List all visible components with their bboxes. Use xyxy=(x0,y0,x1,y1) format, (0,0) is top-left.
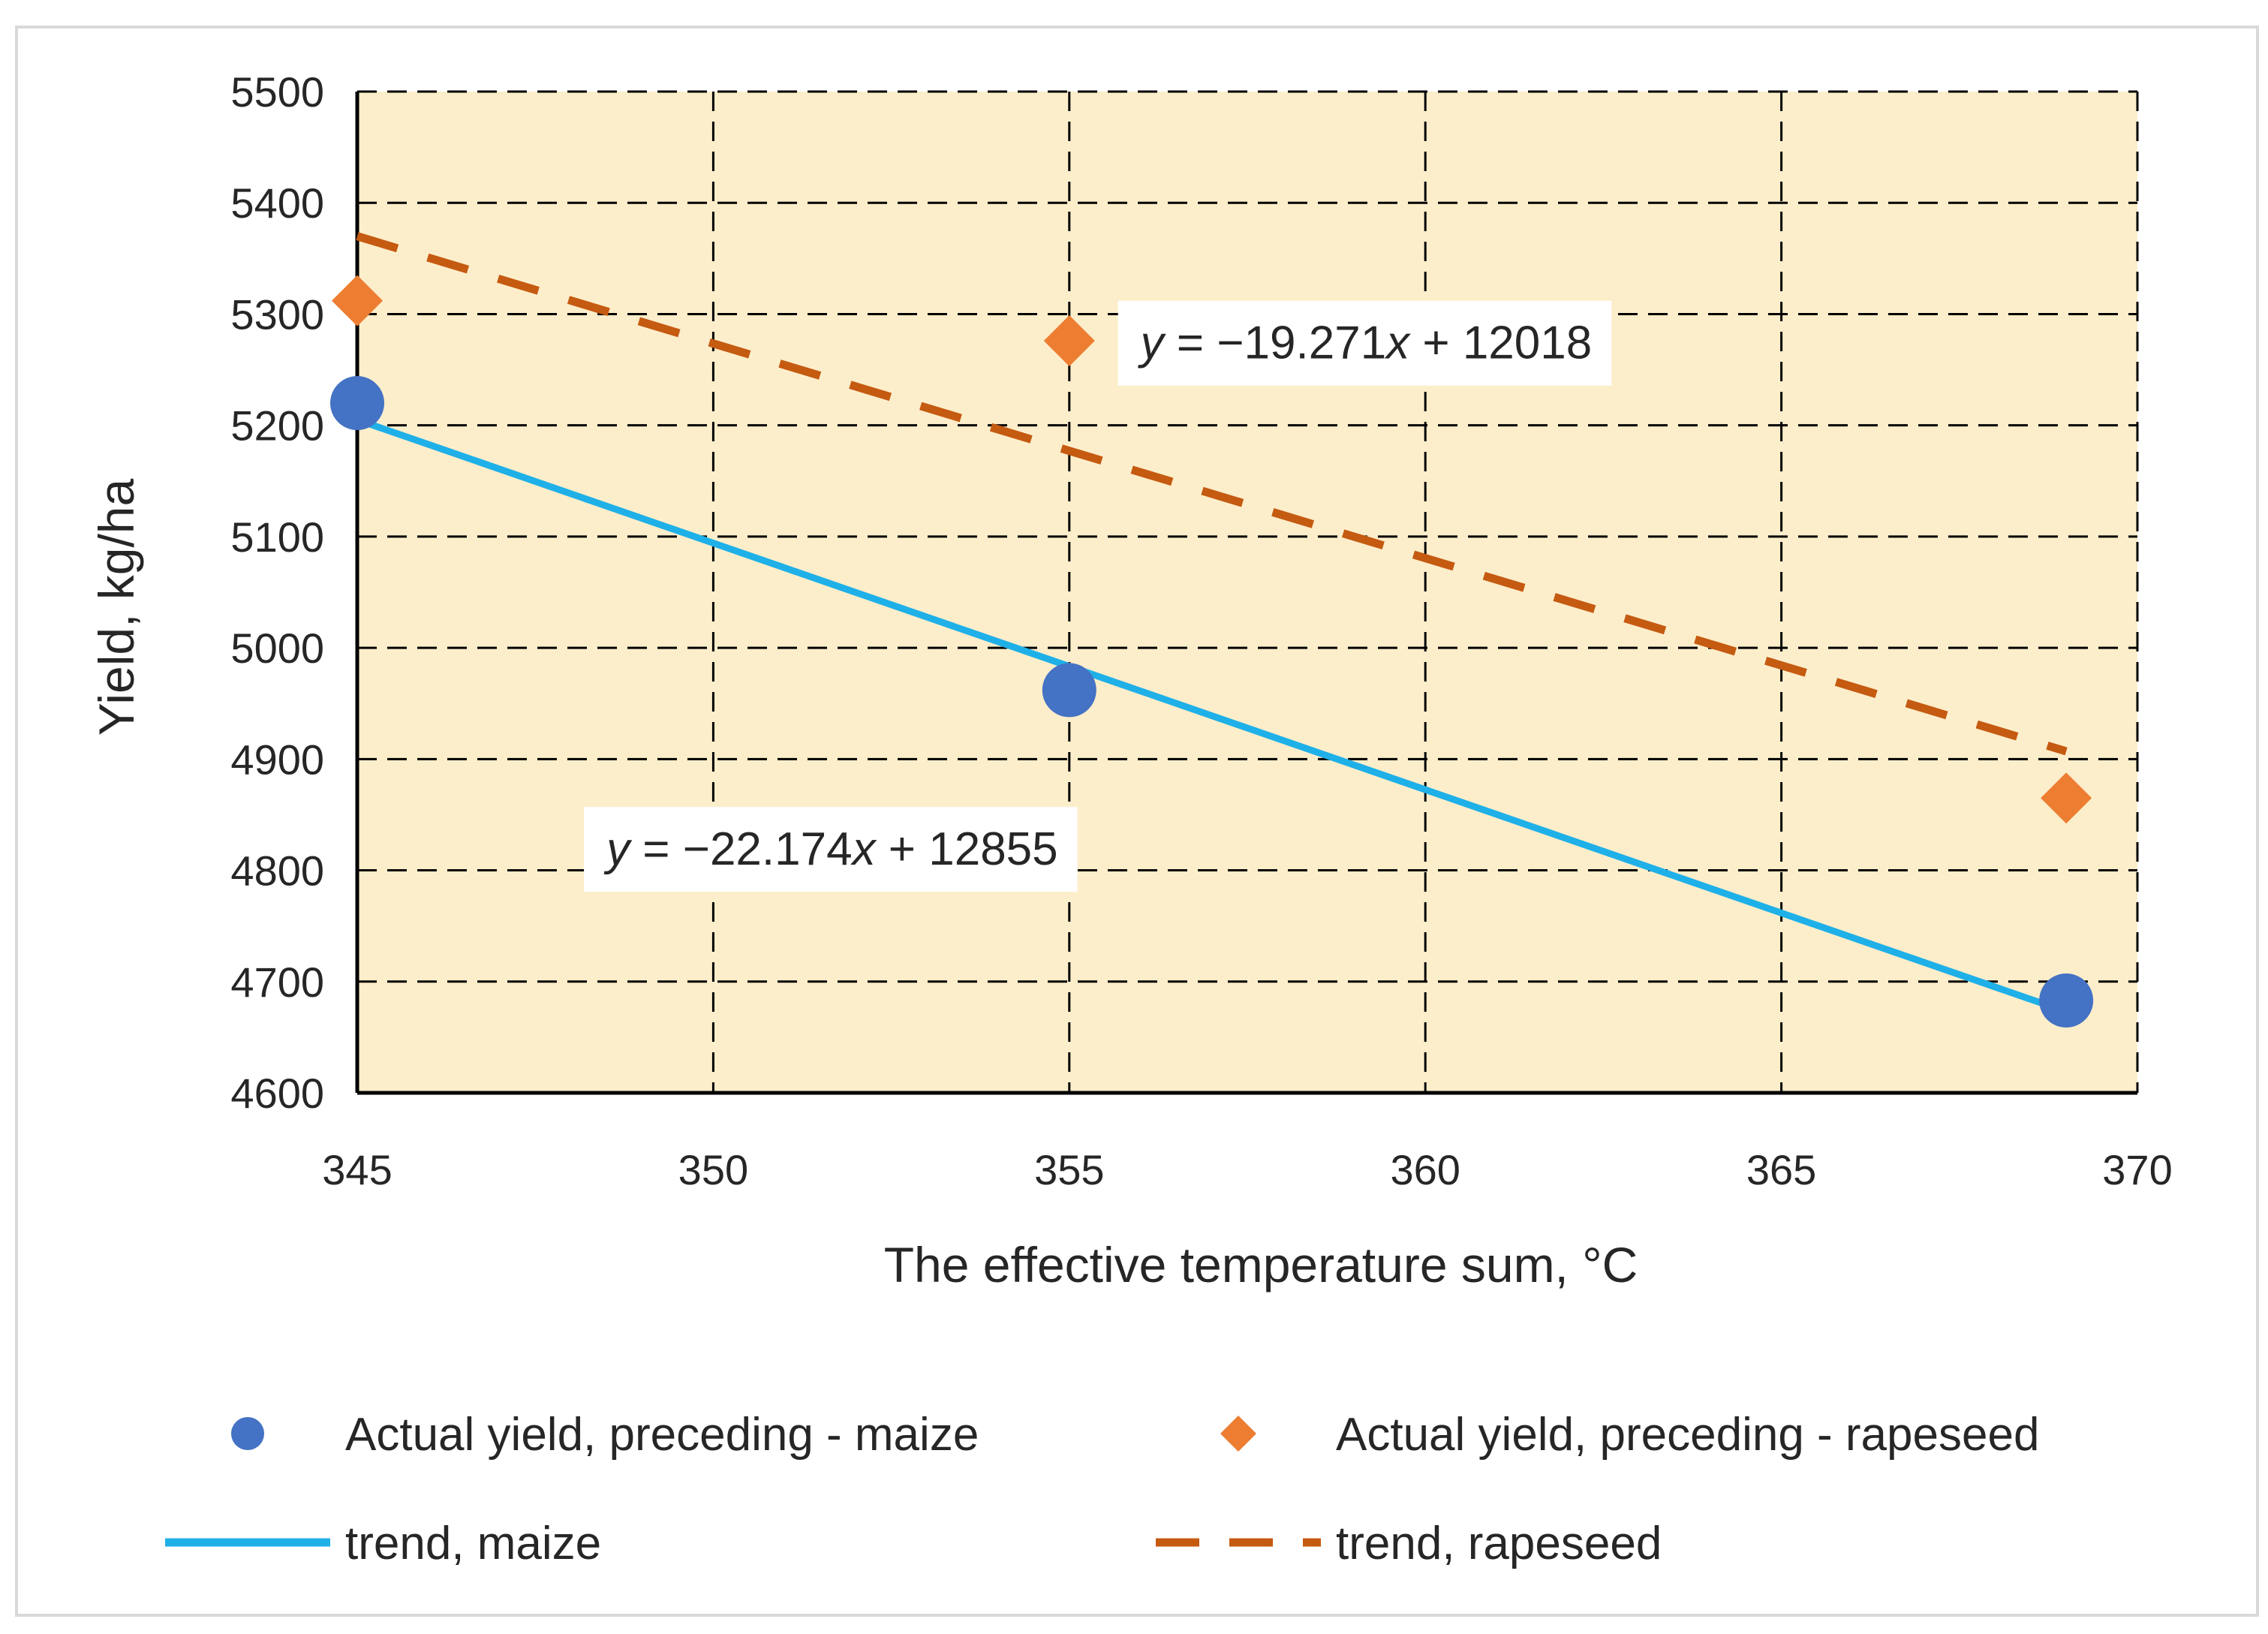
legend-label: Actual yield, preceding - maize xyxy=(345,1409,979,1461)
y-tick-label: 5200 xyxy=(230,402,324,450)
y-tick-label: 4700 xyxy=(230,958,324,1006)
y-tick-label: 5400 xyxy=(230,179,324,227)
rapeseed-point xyxy=(2041,772,2092,824)
y-tick-label: 4600 xyxy=(230,1070,324,1117)
legend-label: Actual yield, preceding - rapeseed xyxy=(1336,1409,2039,1461)
data-points xyxy=(330,275,2094,1028)
y-tick-label: 5100 xyxy=(230,513,324,561)
legend: Actual yield, preceding - maize Actual yi… xyxy=(165,1409,2039,1569)
y-axis-title: Yield, kg/ha xyxy=(89,478,144,736)
x-tick-label: 370 xyxy=(2102,1146,2172,1193)
equation-label-maize: y = −22.174x + 12855 xyxy=(584,807,1078,892)
y-tick-label: 5500 xyxy=(230,68,324,116)
maize-point xyxy=(2039,973,2094,1028)
y-tick-label: 5000 xyxy=(230,624,324,672)
x-axis-title: The effective temperature sum, °C xyxy=(884,1237,1638,1292)
rapeseed-point xyxy=(1043,315,1095,367)
axes xyxy=(355,92,2137,1095)
legend-label: trend, rapeseed xyxy=(1336,1518,1662,1569)
legend-item: Actual yield, preceding - maize xyxy=(231,1409,979,1461)
maize-point xyxy=(330,376,384,431)
y-tick-label: 4900 xyxy=(230,736,324,783)
equation-box xyxy=(1117,300,1612,386)
x-tick-label: 355 xyxy=(1034,1146,1104,1193)
rapeseed-point xyxy=(332,275,383,326)
tick-labels: 4600 4700 4800 4900 5000 5100 5200 5300 5400 5500… xyxy=(230,68,2172,1193)
gridlines xyxy=(357,90,2139,1093)
plot-area xyxy=(357,92,2137,1093)
legend-symbol-maize-point xyxy=(231,1417,264,1450)
y-tick-label: 5300 xyxy=(230,290,324,338)
trend-lines xyxy=(356,232,2068,1016)
legend-item: Actual yield, preceding - rapeseed xyxy=(1220,1409,2039,1461)
x-tick-label: 360 xyxy=(1390,1146,1460,1193)
equation-labels: y = −19.271x + 12018 y = −22.174x + 12855 xyxy=(584,300,1612,892)
legend-label: trend, maize xyxy=(345,1518,601,1569)
maize-point xyxy=(1042,663,1096,718)
legend-item: trend, maize xyxy=(165,1518,601,1569)
legend-symbol-rapeseed-point xyxy=(1220,1416,1256,1452)
x-tick-label: 345 xyxy=(322,1146,392,1193)
x-tick-label: 350 xyxy=(678,1146,748,1193)
equation-box xyxy=(584,807,1078,892)
trend-line-rapeseed xyxy=(356,232,2068,756)
y-tick-label: 4800 xyxy=(230,847,324,895)
x-tick-label: 365 xyxy=(1746,1146,1816,1193)
equation-label-rapeseed: y = −19.271x + 12018 xyxy=(1117,300,1612,386)
legend-item: trend, rapeseed xyxy=(1156,1518,1662,1569)
trend-line-maize xyxy=(356,417,2068,1016)
equation-text: y = −22.174x + 12855 xyxy=(603,823,1058,875)
equation-text: y = −19.271x + 12018 xyxy=(1138,317,1593,369)
